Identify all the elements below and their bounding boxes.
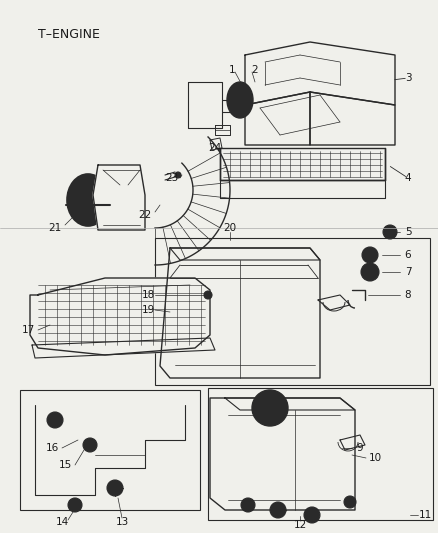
Circle shape (72, 502, 78, 508)
Circle shape (344, 496, 356, 508)
Text: 11: 11 (418, 510, 431, 520)
Circle shape (204, 291, 212, 299)
Text: 13: 13 (115, 517, 129, 527)
Text: 22: 22 (138, 210, 152, 220)
Text: 14: 14 (55, 517, 69, 527)
Circle shape (309, 512, 315, 518)
Bar (208, 388, 433, 520)
Polygon shape (93, 165, 145, 230)
Text: 18: 18 (141, 290, 155, 300)
Text: 8: 8 (405, 290, 411, 300)
Circle shape (245, 502, 251, 508)
Text: 15: 15 (58, 460, 72, 470)
Circle shape (304, 507, 320, 523)
Circle shape (252, 390, 288, 426)
Circle shape (175, 172, 181, 178)
Circle shape (68, 498, 82, 512)
Polygon shape (170, 248, 320, 260)
Polygon shape (245, 42, 395, 105)
Polygon shape (210, 398, 355, 510)
Polygon shape (245, 92, 310, 145)
Text: 1: 1 (229, 65, 235, 75)
Circle shape (367, 252, 373, 258)
Polygon shape (220, 148, 385, 180)
Text: 5: 5 (405, 227, 411, 237)
Circle shape (361, 263, 379, 281)
Polygon shape (32, 338, 215, 358)
Text: 16: 16 (46, 443, 59, 453)
Text: 9: 9 (357, 443, 363, 453)
Text: 10: 10 (368, 453, 381, 463)
Circle shape (383, 225, 397, 239)
Circle shape (107, 480, 123, 496)
Bar (20, 390, 200, 510)
Text: 2: 2 (252, 65, 258, 75)
Ellipse shape (67, 174, 109, 226)
Polygon shape (210, 138, 222, 150)
Text: 3: 3 (405, 73, 411, 83)
Circle shape (387, 229, 393, 235)
Circle shape (362, 247, 378, 263)
Circle shape (270, 502, 286, 518)
Circle shape (241, 498, 255, 512)
Text: 21: 21 (48, 223, 62, 233)
Circle shape (87, 442, 93, 448)
Text: 23: 23 (166, 173, 179, 183)
Circle shape (274, 506, 282, 514)
Circle shape (47, 412, 63, 428)
Circle shape (365, 268, 374, 277)
Bar (155, 238, 430, 385)
Circle shape (52, 416, 59, 424)
Polygon shape (225, 398, 355, 410)
Polygon shape (160, 248, 320, 378)
Circle shape (83, 438, 97, 452)
Polygon shape (215, 125, 230, 135)
Polygon shape (188, 82, 222, 128)
Ellipse shape (190, 85, 220, 125)
Text: 4: 4 (405, 173, 411, 183)
Text: 6: 6 (405, 250, 411, 260)
Text: 12: 12 (293, 520, 307, 530)
Ellipse shape (227, 82, 253, 118)
Text: 20: 20 (223, 223, 237, 233)
Text: 17: 17 (21, 325, 35, 335)
Text: T–ENGINE: T–ENGINE (38, 28, 100, 41)
Circle shape (347, 499, 353, 505)
Text: 24: 24 (208, 143, 222, 153)
Text: 7: 7 (405, 267, 411, 277)
Polygon shape (30, 278, 210, 355)
Text: 19: 19 (141, 305, 155, 315)
Polygon shape (340, 435, 365, 450)
Polygon shape (318, 295, 350, 310)
Polygon shape (310, 92, 395, 145)
